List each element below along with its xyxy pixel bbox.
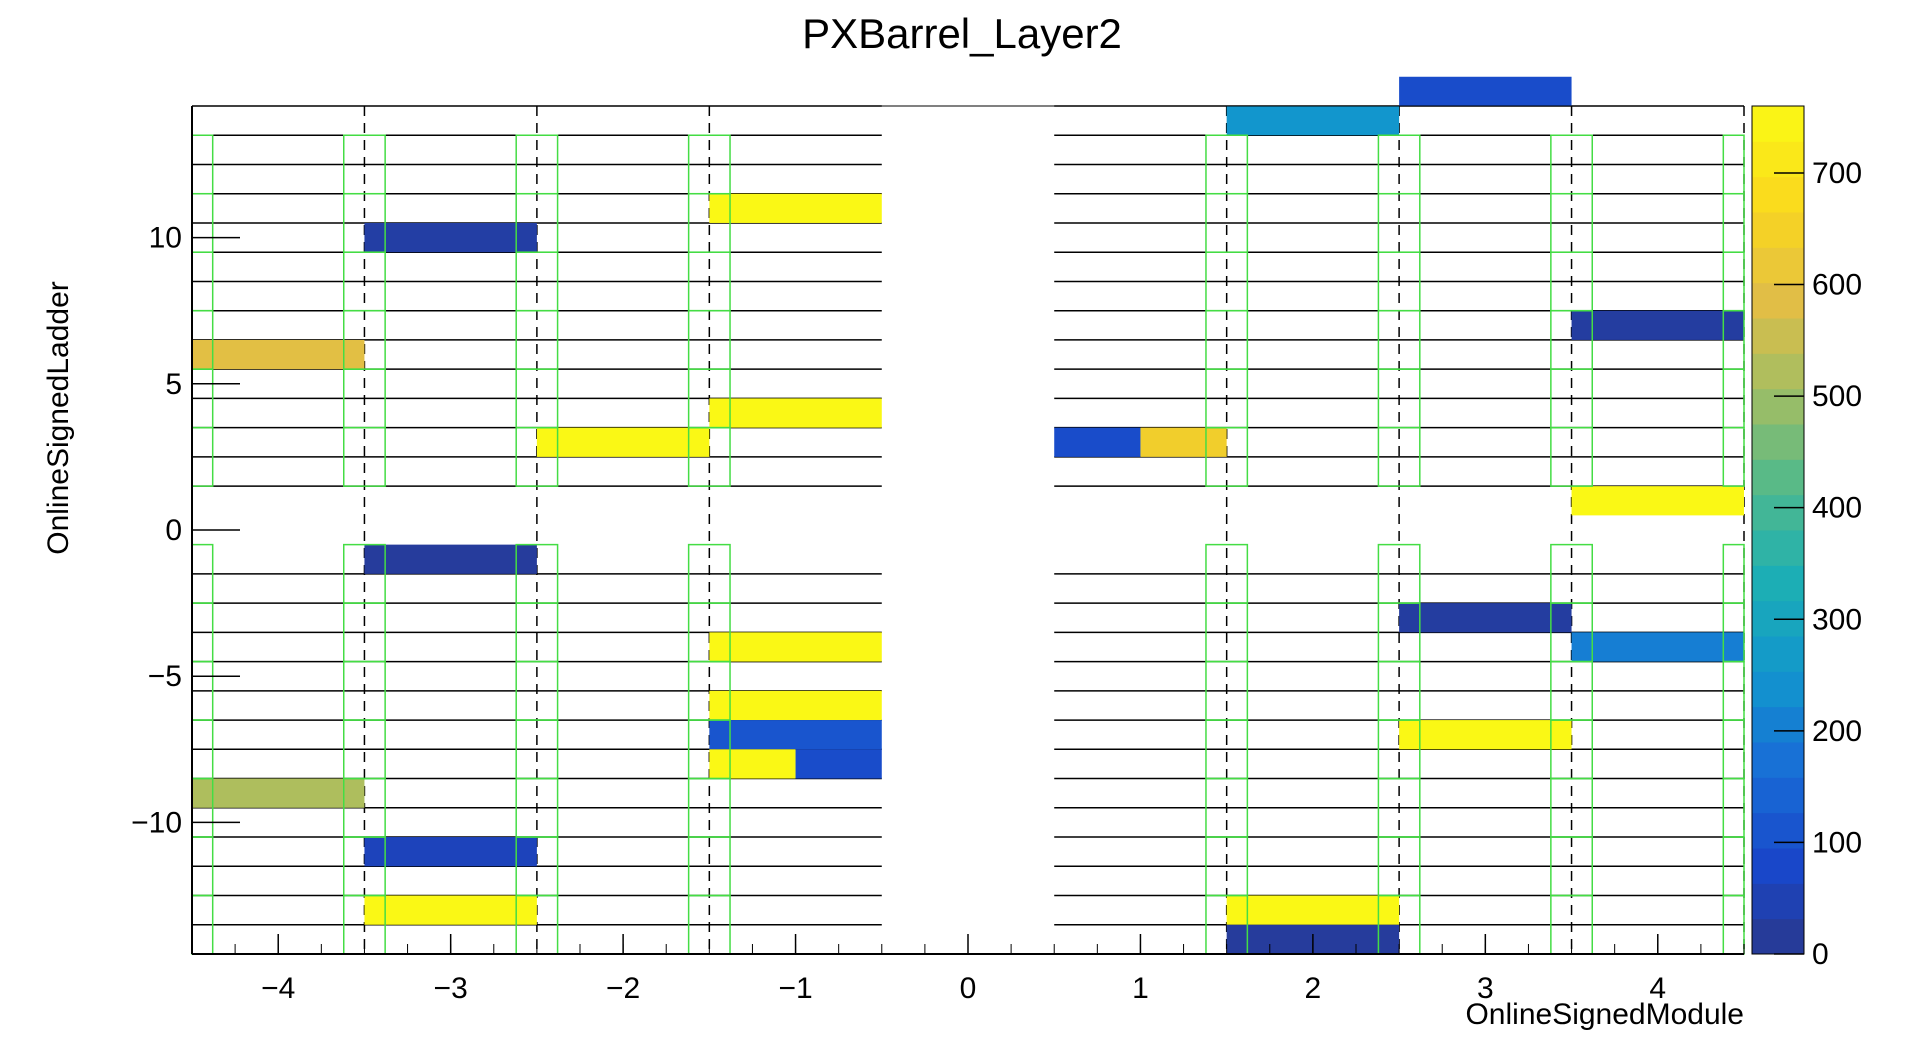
color-bar-tick-label: 500 <box>1812 380 1862 413</box>
y-tick-label: −5 <box>148 660 182 693</box>
heatmap-cell <box>709 193 882 223</box>
module-marker <box>687 543 731 604</box>
chart-title: PXBarrel_Layer2 <box>802 10 1122 57</box>
x-tick-label: −4 <box>261 972 295 1005</box>
color-bar-segment <box>1752 106 1804 142</box>
x-tick-label: 3 <box>1477 972 1494 1005</box>
heatmap-cell <box>1399 720 1572 750</box>
heatmap-cell <box>1571 486 1744 516</box>
color-bar-segment <box>1752 247 1804 284</box>
heatmap-cell <box>1140 427 1227 457</box>
heatmap-cell <box>709 749 796 779</box>
color-bar-tick-label: 100 <box>1812 826 1862 859</box>
heatmap-cells <box>192 76 1744 954</box>
module-marker <box>1205 134 1249 195</box>
heatmap-cell <box>1399 76 1572 106</box>
module-marker <box>1722 543 1745 604</box>
color-bar-tick-label: 600 <box>1812 269 1862 302</box>
y-tick-label: 10 <box>149 222 182 255</box>
heatmap-cell <box>364 222 537 253</box>
heatmap-cell <box>364 544 537 574</box>
color-bar-segment <box>1752 353 1804 390</box>
color-bar-segment <box>1752 777 1804 814</box>
heatmap-cell <box>709 398 882 428</box>
heatmap-cell <box>709 720 882 750</box>
color-bar-segment <box>1752 706 1804 743</box>
x-axis-label: OnlineSignedModule <box>1465 998 1744 1031</box>
x-tick-label: −2 <box>606 972 640 1005</box>
color-bar: 0 100 200 300 400 500 600 700 <box>1751 105 1862 971</box>
y-tick-label: 0 <box>165 514 182 547</box>
color-bar-segment <box>1752 424 1804 460</box>
color-bar-segment <box>1752 565 1804 602</box>
color-bar-segment <box>1752 636 1804 672</box>
y-axis-label: OnlineSignedLadder <box>42 281 75 555</box>
heatmap-cell <box>709 632 882 662</box>
color-bar-segment <box>1752 883 1804 920</box>
color-bar-segment <box>1752 459 1804 496</box>
module-marker <box>1550 134 1593 195</box>
heatmap-cell <box>364 895 537 925</box>
heatmap-cell <box>1571 310 1744 340</box>
heatmap-cell <box>1571 632 1744 662</box>
heatmap-cell <box>192 339 365 370</box>
color-bar-segment <box>1752 388 1804 425</box>
x-tick-label: 0 <box>960 972 977 1005</box>
heatmap-cell <box>192 778 365 808</box>
module-marker <box>687 134 731 195</box>
color-bar-segment <box>1752 212 1804 248</box>
module-marker <box>515 543 559 604</box>
module-marker <box>1377 543 1421 604</box>
x-tick-label: 4 <box>1649 972 1666 1005</box>
color-bar-tick-label: 700 <box>1812 157 1862 190</box>
color-bar-tick-label: 400 <box>1812 492 1862 525</box>
module-markers <box>191 134 1745 955</box>
color-bar-segment <box>1752 671 1804 708</box>
color-bar-segment <box>1752 141 1804 178</box>
x-tick-label: 2 <box>1305 972 1322 1005</box>
color-bar-segment <box>1752 176 1804 213</box>
module-marker <box>343 543 386 604</box>
heatmap-cell <box>1399 603 1572 633</box>
heatmap-cell <box>795 749 882 779</box>
heatmap-cell <box>364 837 537 867</box>
x-tick-label: −3 <box>434 972 468 1005</box>
color-bar-segment <box>1752 494 1804 531</box>
color-bar-segment <box>1752 918 1804 955</box>
x-tick-label: 1 <box>1132 972 1149 1005</box>
heatmap-cell <box>1226 106 1400 136</box>
y-tick-label: 5 <box>165 368 182 401</box>
color-bar-segment <box>1752 848 1804 884</box>
color-bar-tick-label: 200 <box>1812 715 1862 748</box>
color-bar-segment <box>1752 530 1804 566</box>
module-marker <box>1205 543 1249 604</box>
color-bar-segment <box>1752 282 1804 319</box>
module-marker <box>1550 543 1593 604</box>
y-tick-label: −10 <box>131 806 182 839</box>
color-bar-tick-label: 300 <box>1812 603 1862 636</box>
heatmap-cell <box>1226 895 1400 925</box>
heatmap-cell <box>1054 427 1141 457</box>
module-marker <box>1377 134 1421 195</box>
color-bar-segment <box>1752 318 1804 354</box>
color-bar-segment <box>1752 742 1804 778</box>
module-marker <box>1722 134 1745 195</box>
heatmap-cell <box>709 690 882 721</box>
module-marker <box>343 134 386 195</box>
x-tick-label: −1 <box>778 972 812 1005</box>
heatmap-cell <box>536 427 710 457</box>
color-bar-tick-label: 0 <box>1812 938 1829 971</box>
module-marker <box>515 134 559 195</box>
